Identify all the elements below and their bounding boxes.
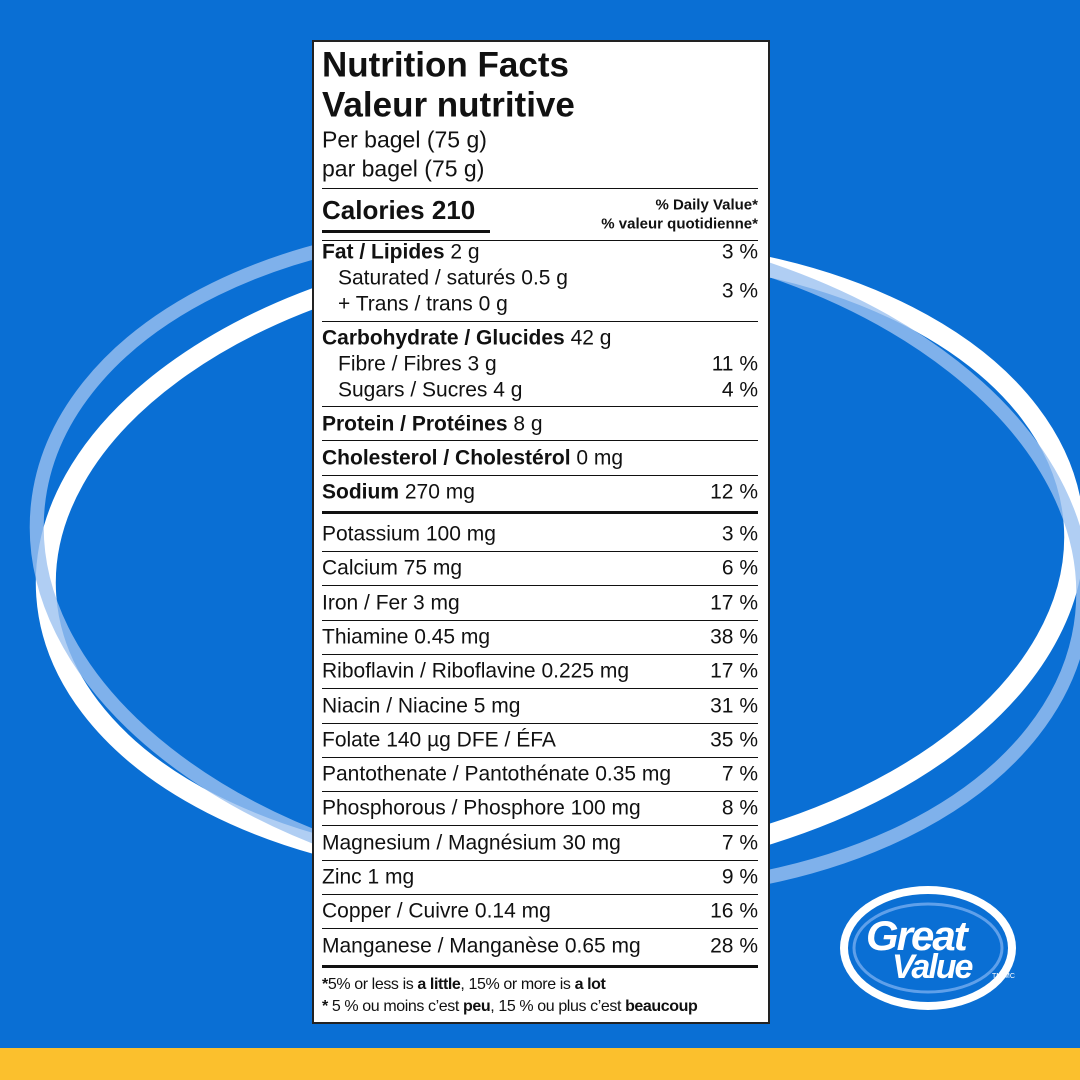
rule [322, 511, 758, 514]
rule [322, 440, 758, 441]
rule [322, 965, 758, 968]
daily-value: 11 % [711, 352, 758, 376]
daily-value: 4 % [721, 378, 758, 402]
logo-text: Value [892, 948, 973, 986]
footnote-text: peu [463, 998, 491, 1015]
nutrient-name: Carbohydrate / Glucides [322, 326, 565, 350]
mineral: Zinc 1 mg [322, 865, 415, 889]
nutrient-line: Sugars / Sucres 4 g [338, 378, 523, 402]
footnote-text: , 15 % ou plus c’est [490, 998, 626, 1015]
logo-text: Great [866, 912, 968, 959]
rule [322, 188, 758, 189]
mineral: Iron / Fer 3 mg [322, 591, 460, 615]
nutrient-amount: 8 g [513, 412, 543, 436]
mineral: Potassium 100 mg [322, 522, 496, 546]
footnote-text: 5 % ou moins c’est [327, 998, 464, 1015]
rule [322, 619, 758, 621]
nutrient-line: Fibre / Fibres 3 g [338, 352, 497, 376]
nutrient-name: Cholesterol / Cholestérol [322, 446, 571, 470]
footnote-text: * [322, 976, 328, 993]
rule [322, 791, 758, 793]
rule [322, 230, 490, 233]
mineral: Riboflavin / Riboflavine 0.225 mg [322, 659, 630, 683]
nutrient-row: Carbohydrate / Glucides 42 g [322, 328, 611, 349]
nutrient-amount: 270 mg [404, 480, 475, 504]
daily-value-header: % Daily Value* [655, 196, 758, 214]
footnote-text: , 15% or more is [460, 976, 575, 993]
nutrient-amount: 2 g [450, 240, 480, 264]
mineral: Folate 140 µg DFE / ÉFA [322, 728, 556, 752]
daily-value: 17 % [710, 659, 758, 683]
mineral: Manganese / Manganèse 0.65 mg [322, 934, 641, 958]
nutrient-name: Protein / Protéines [322, 412, 508, 436]
rule [322, 240, 758, 241]
rule [322, 406, 758, 407]
daily-value: 6 % [721, 556, 758, 580]
rule [322, 551, 758, 552]
daily-value: 31 % [710, 694, 758, 717]
footnote-text: a little [417, 976, 461, 993]
rule [322, 825, 758, 827]
rule [322, 859, 758, 861]
mineral: Calcium 75 mg [322, 556, 463, 580]
rule [322, 321, 758, 322]
rule [322, 894, 758, 895]
daily-value: 7 % [721, 831, 758, 855]
daily-value-header: % valeur quotidienne* [601, 215, 758, 233]
daily-value: 8 % [721, 796, 758, 820]
logo-badge-inner [848, 894, 1008, 1002]
rule [322, 722, 758, 724]
calories: Calories 210 [322, 195, 476, 225]
rule [322, 475, 758, 476]
footnote-text: beaucoup [625, 998, 698, 1015]
mineral: Phosphorous / Phosphore 100 mg [322, 796, 641, 820]
nutrient-amount: 0 mg [576, 446, 624, 470]
daily-value: 28 % [710, 934, 758, 958]
title: Nutrition Facts [322, 45, 569, 85]
logo-mark: TM MC [992, 973, 1015, 980]
nutrient-name: Fat / Lipides [322, 240, 445, 264]
mineral: Copper / Cuivre 0.14 mg [322, 899, 551, 923]
daily-value: 16 % [710, 899, 758, 923]
logo-ring [852, 902, 1004, 994]
rule [322, 653, 758, 655]
nutrient-line: Saturated / saturés 0.5 g [338, 266, 568, 290]
mineral: Pantothenate / Pantothénate 0.35 mg [322, 762, 672, 786]
nutrient-row: Fat / Lipides 2 g [322, 242, 480, 263]
daily-value: 7 % [721, 762, 758, 786]
nutrient-row: Sodium 270 mg [322, 482, 475, 503]
footnote-text: * [322, 998, 328, 1015]
daily-value: 9 % [721, 865, 758, 889]
nutrient-amount: 42 g [570, 326, 612, 350]
serving-size: par bagel (75 g) [322, 155, 485, 182]
footnote-text: 5% or less is [327, 976, 418, 993]
rule [322, 756, 758, 758]
daily-value: 3 % [721, 522, 758, 546]
title: Valeur nutritive [322, 85, 575, 125]
yellow-band [0, 1048, 1080, 1080]
daily-value: 17 % [710, 591, 758, 615]
nutrient-name: Sodium [322, 480, 399, 504]
rule [322, 688, 758, 690]
daily-value: 12 % [710, 480, 758, 504]
mineral: Thiamine 0.45 mg [322, 625, 491, 649]
nutrient-line: + Trans / trans 0 g [338, 292, 508, 316]
mineral: Niacin / Niacine 5 mg [322, 694, 521, 717]
daily-value: 38 % [710, 625, 758, 649]
footnote: * 5 % ou moins c’est peu, 15 % ou plus c… [322, 998, 698, 1015]
daily-value: 3 % [721, 279, 758, 303]
daily-value: 35 % [710, 728, 758, 752]
daily-value: 3 % [721, 240, 758, 264]
serving-size: Per bagel (75 g) [322, 126, 487, 153]
footnote: *5% or less is a little, 15% or more is … [322, 976, 606, 993]
rule [322, 928, 758, 930]
nutrient-row: Protein / Protéines 8 g [322, 414, 543, 435]
footnote-text: a lot [574, 976, 606, 993]
rule [322, 585, 758, 587]
mineral: Magnesium / Magnésium 30 mg [322, 831, 621, 855]
nutrient-row: Cholesterol / Cholestérol 0 mg [322, 448, 623, 469]
nutrition-label: Nutrition Facts Valeur nutritive Per bagel… [312, 40, 770, 1024]
